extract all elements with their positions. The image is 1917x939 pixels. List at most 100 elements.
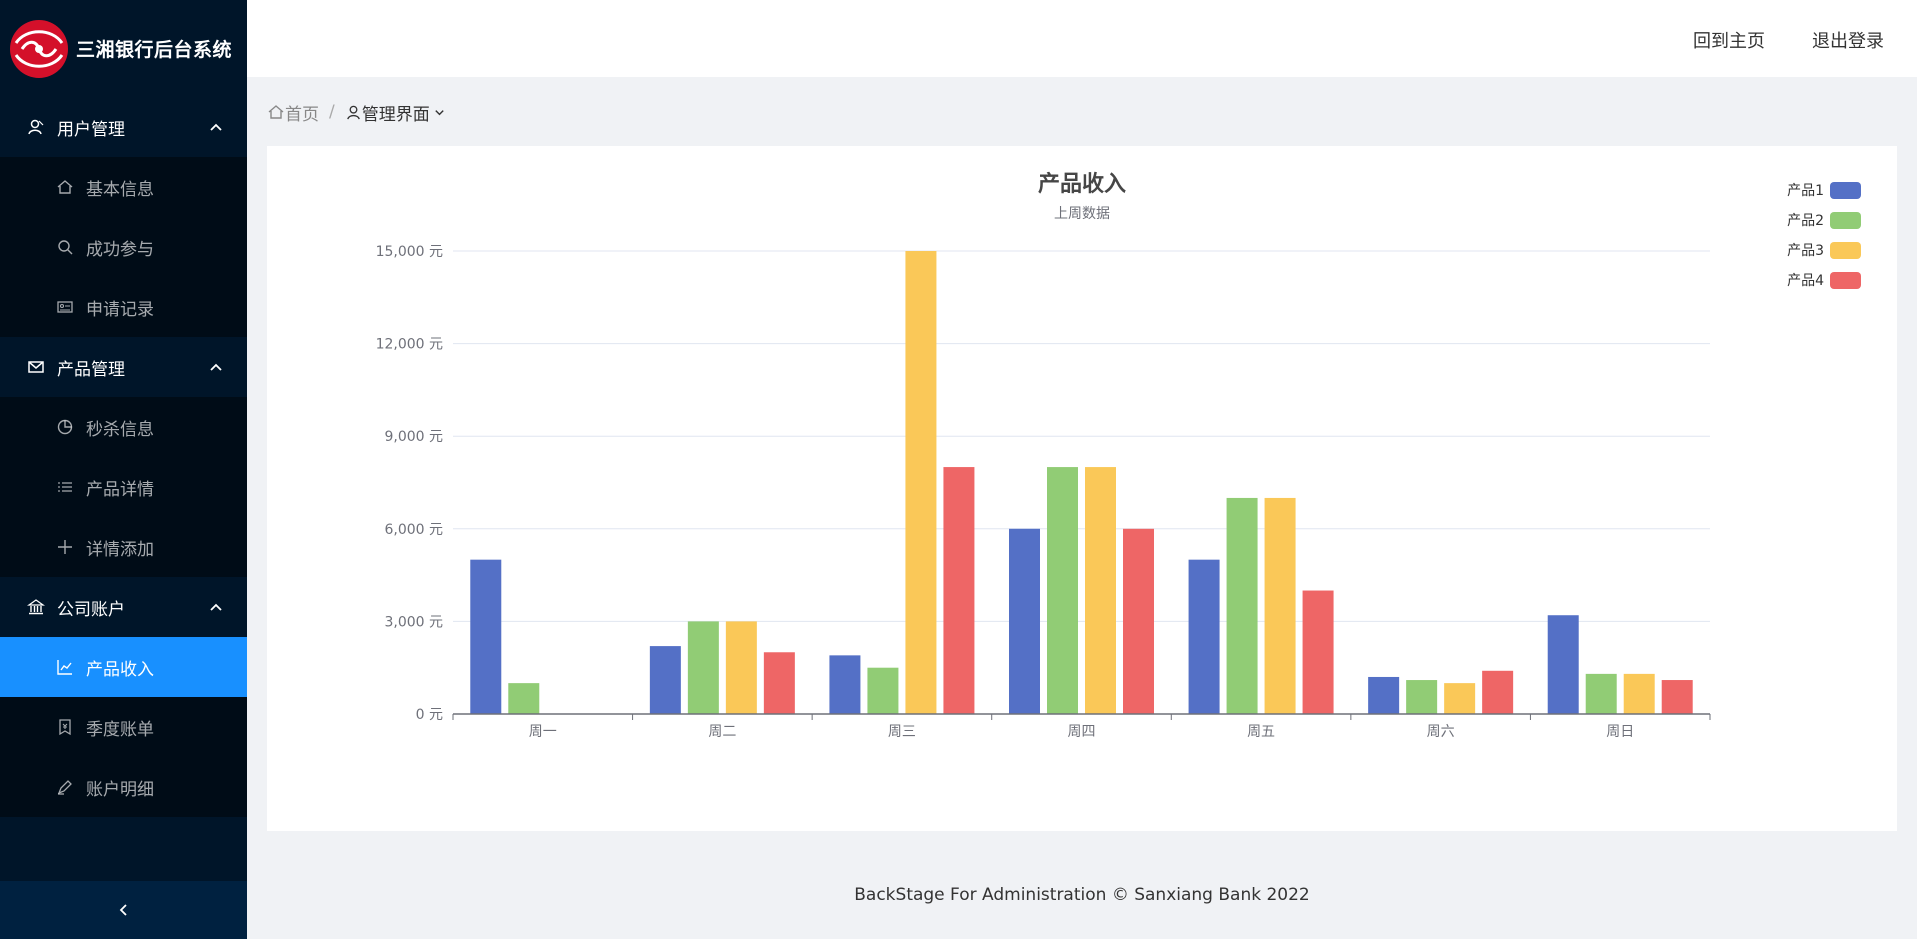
bar-产品3-周日[interactable] (1623, 673, 1655, 714)
search-icon (56, 238, 74, 256)
sidebar-item-account-details[interactable]: 账户明细 (0, 757, 247, 817)
y-tick-label: 12,000 元 (376, 337, 443, 353)
bar-产品1-周三[interactable] (829, 655, 861, 714)
sidebar-item-label: 季度账单 (86, 719, 154, 740)
breadcrumb-home[interactable]: 首页 (267, 100, 319, 125)
app-title: 三湘银行后台系统 (76, 39, 233, 61)
bar-产品4-周六[interactable] (1482, 670, 1514, 714)
bar-产品3-周四[interactable] (1085, 467, 1116, 714)
menu-group-label: 产品管理 (57, 359, 125, 380)
footer: BackStage For Administration © Sanxiang … (854, 885, 1310, 905)
bar-产品3-周二[interactable] (725, 621, 757, 714)
legend-label: 产品3 (1787, 243, 1824, 259)
list-icon (56, 478, 74, 496)
bar-产品2-周二[interactable] (687, 621, 719, 714)
home-icon (268, 105, 284, 119)
chart-title: 产品收入 (1038, 171, 1126, 197)
menu-group-label: 公司账户 (57, 599, 125, 620)
chevron-up-icon (210, 363, 222, 371)
bar-产品2-周五[interactable] (1226, 497, 1258, 714)
y-tick-label: 6,000 元 (384, 522, 443, 538)
sidebar-item-basic-info[interactable]: 基本信息 (0, 157, 247, 217)
sidebar-collapse-button[interactable] (0, 881, 247, 939)
menu-group-company-account[interactable]: 公司账户 (0, 577, 247, 637)
sidebar-item-success[interactable]: 成功参与 (0, 217, 247, 277)
legend-swatch[interactable] (1830, 242, 1861, 259)
sidebar-item-label: 基本信息 (86, 179, 154, 200)
chevron-up-icon (210, 603, 222, 611)
x-tick-label: 周四 (1068, 724, 1096, 740)
bar-产品2-周日[interactable] (1585, 673, 1617, 714)
bar-产品1-周六[interactable] (1368, 676, 1400, 714)
menu-group-product-management[interactable]: 产品管理 (0, 337, 247, 397)
sidebar-item-add-details[interactable]: 详情添加 (0, 517, 247, 577)
bar-产品3-周五[interactable] (1264, 497, 1296, 714)
user-icon (27, 118, 45, 136)
bar-产品2-周三[interactable] (867, 667, 899, 714)
bar-产品1-周五[interactable] (1188, 559, 1220, 714)
y-tick-label: 9,000 元 (384, 429, 443, 445)
logout-link[interactable]: 退出登录 (1812, 31, 1884, 52)
y-tick-label: 15,000 元 (376, 244, 443, 260)
sidebar-item-flash-sale[interactable]: 秒杀信息 (0, 397, 247, 457)
y-tick-label: 0 元 (416, 707, 443, 723)
sidebar-item-label: 申请记录 (86, 299, 154, 320)
breadcrumb-separator: / (329, 102, 335, 122)
x-tick-label: 周日 (1606, 724, 1634, 740)
bar-产品2-周六[interactable] (1406, 680, 1438, 714)
bar-产品4-周五[interactable] (1302, 590, 1334, 714)
sidebar-item-quarterly-bill[interactable]: 季度账单 (0, 697, 247, 757)
x-tick-label: 周五 (1247, 724, 1275, 740)
submenu-product-management: 秒杀信息 产品详情 详情添加 (0, 397, 247, 577)
x-tick-label: 周三 (888, 724, 916, 740)
home-icon (56, 178, 74, 196)
bank-icon (27, 598, 45, 616)
x-tick-label: 周一 (529, 724, 557, 740)
submenu-company-account: 产品收入 季度账单 账户明细 (0, 637, 247, 817)
chevron-down-icon (435, 109, 444, 115)
bar-产品4-周日[interactable] (1661, 680, 1693, 714)
submenu-user-management: 基本信息 成功参与 申请记录 (0, 157, 247, 337)
legend-swatch[interactable] (1830, 212, 1861, 229)
bar-产品2-周一[interactable] (508, 683, 540, 714)
sidebar-item-product-income[interactable]: 产品收入 (0, 637, 247, 697)
sidebar-item-label: 产品收入 (86, 659, 154, 680)
chart-subtitle: 上周数据 (1054, 206, 1110, 222)
bar-产品1-周四[interactable] (1009, 528, 1040, 714)
home-link[interactable]: 回到主页 (1693, 31, 1765, 52)
bar-产品1-周二[interactable] (649, 646, 681, 714)
bar-产品3-周三[interactable] (905, 251, 937, 714)
legend-label: 产品4 (1787, 273, 1824, 289)
sidebar: 三湘银行后台系统 用户管理 基本信息 成功参与 申请记录 产品管理 (0, 0, 247, 939)
sidebar-item-label: 产品详情 (86, 479, 154, 500)
y-tick-label: 3,000 元 (384, 614, 443, 630)
bar-产品2-周四[interactable] (1047, 467, 1078, 714)
sidebar-item-label: 账户明细 (86, 779, 154, 800)
legend-swatch[interactable] (1830, 272, 1861, 289)
menu-group-user-management[interactable]: 用户管理 (0, 97, 247, 157)
top-header: 回到主页 退出登录 (247, 0, 1917, 77)
bar-产品4-周二[interactable] (763, 652, 795, 714)
breadcrumb-home-label: 首页 (285, 104, 319, 125)
pie-icon (56, 418, 74, 436)
bar-产品3-周六[interactable] (1444, 683, 1476, 714)
logo: 三湘银行后台系统 (0, 0, 247, 97)
bar-产品4-周三[interactable] (943, 467, 975, 714)
sidebar-item-label: 秒杀信息 (86, 419, 154, 440)
bar-产品4-周四[interactable] (1123, 528, 1154, 714)
bar-产品1-周日[interactable] (1547, 615, 1579, 714)
chevron-left-icon (119, 904, 127, 916)
sidebar-item-product-details[interactable]: 产品详情 (0, 457, 247, 517)
x-tick-label: 周六 (1427, 724, 1455, 740)
breadcrumb: 首页 / 管理界面 (267, 100, 446, 125)
mail-icon (27, 358, 45, 376)
breadcrumb-current[interactable]: 管理界面 (345, 100, 446, 125)
pen-icon (56, 778, 74, 796)
bar-产品1-周一[interactable] (470, 559, 502, 714)
sidebar-item-applications[interactable]: 申请记录 (0, 277, 247, 337)
user-icon (346, 105, 360, 119)
sidebar-item-label: 成功参与 (86, 239, 154, 260)
legend-swatch[interactable] (1830, 182, 1861, 199)
legend-label: 产品1 (1787, 183, 1824, 199)
bank-logo-icon (10, 19, 68, 78)
